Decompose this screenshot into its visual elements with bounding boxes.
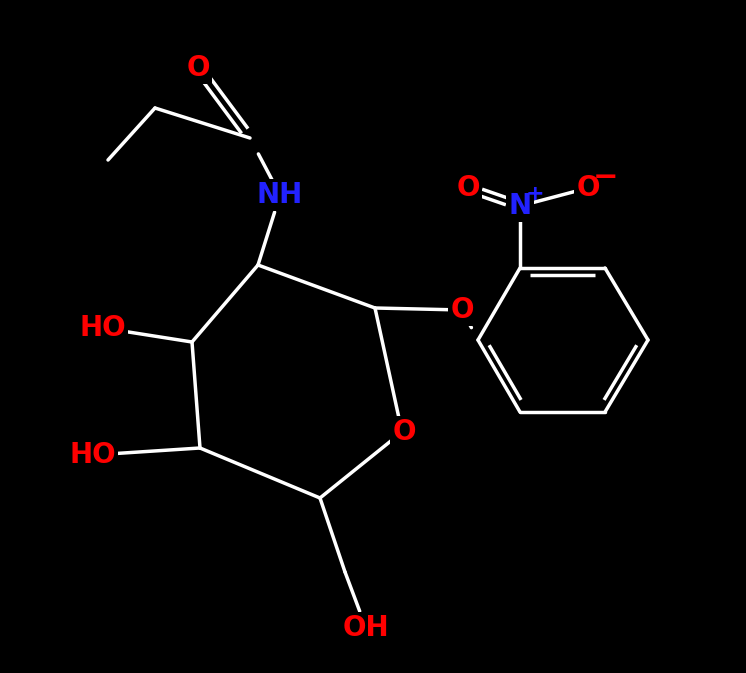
Text: O: O: [186, 54, 210, 82]
Text: O: O: [576, 174, 600, 202]
Text: NH: NH: [257, 181, 303, 209]
Text: O: O: [451, 296, 474, 324]
Text: −: −: [593, 164, 618, 192]
Text: HO: HO: [80, 314, 126, 342]
Text: +: +: [526, 184, 545, 204]
Text: O: O: [457, 174, 480, 202]
Text: OH: OH: [342, 614, 389, 642]
Text: N: N: [509, 192, 532, 220]
Text: HO: HO: [69, 441, 116, 469]
Text: O: O: [392, 418, 416, 446]
